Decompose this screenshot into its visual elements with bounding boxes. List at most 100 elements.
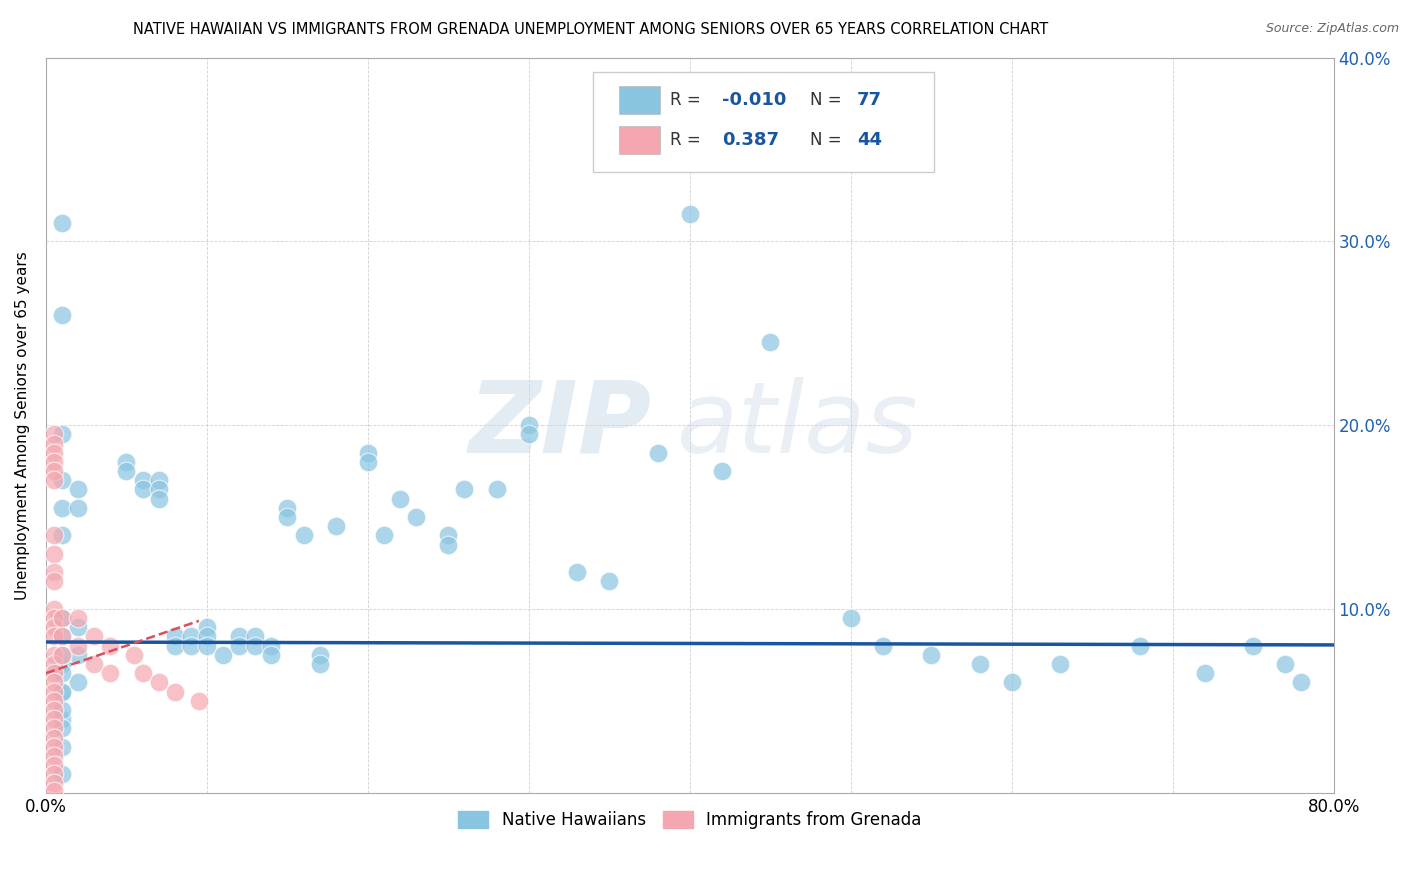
Point <box>51 722 73 736</box>
Point <box>260 639 283 653</box>
Text: ZIP: ZIP <box>468 376 651 474</box>
Point <box>357 446 380 460</box>
Point <box>42 758 65 772</box>
Point <box>42 675 65 690</box>
Point <box>647 446 669 460</box>
Point <box>1194 666 1216 681</box>
Point <box>292 528 315 542</box>
Point <box>42 528 65 542</box>
Point <box>42 722 65 736</box>
Text: 44: 44 <box>858 131 882 149</box>
Point <box>308 657 330 671</box>
Point <box>180 630 202 644</box>
Point <box>51 630 73 644</box>
Bar <box>619 87 661 114</box>
Point <box>389 491 412 506</box>
Point <box>276 510 298 524</box>
Point <box>325 519 347 533</box>
Point <box>51 684 73 698</box>
Point <box>42 731 65 745</box>
Point <box>245 630 267 644</box>
Point <box>67 500 90 515</box>
Point <box>1291 675 1313 690</box>
Point <box>373 528 395 542</box>
Point <box>51 611 73 625</box>
Point <box>51 216 73 230</box>
Point <box>131 473 153 487</box>
Point <box>148 675 170 690</box>
Point <box>51 473 73 487</box>
Point <box>124 648 146 662</box>
Point <box>42 455 65 469</box>
Point <box>42 446 65 460</box>
Text: 77: 77 <box>858 91 882 110</box>
Point <box>51 630 73 644</box>
Point <box>42 767 65 781</box>
Point <box>1241 639 1264 653</box>
Point <box>163 630 186 644</box>
Point <box>42 748 65 763</box>
Point <box>711 464 734 478</box>
Text: N =: N = <box>810 91 846 110</box>
Point <box>42 630 65 644</box>
Point <box>187 694 209 708</box>
Point <box>51 648 73 662</box>
Point <box>872 639 894 653</box>
Point <box>51 657 73 671</box>
Point <box>679 207 702 221</box>
Point <box>517 418 540 433</box>
Point <box>67 620 90 634</box>
Text: R =: R = <box>671 131 706 149</box>
Point <box>67 639 90 653</box>
Point <box>131 666 153 681</box>
Point <box>195 639 218 653</box>
Point <box>839 611 862 625</box>
Point <box>98 666 121 681</box>
Point <box>67 483 90 497</box>
Point <box>565 565 588 579</box>
Point <box>42 703 65 717</box>
Bar <box>619 126 661 154</box>
Point <box>42 611 65 625</box>
Text: R =: R = <box>671 91 706 110</box>
Point <box>260 648 283 662</box>
Point <box>357 455 380 469</box>
Y-axis label: Unemployment Among Seniors over 65 years: Unemployment Among Seniors over 65 years <box>15 251 30 599</box>
Point <box>42 648 65 662</box>
Point <box>308 648 330 662</box>
Point <box>51 611 73 625</box>
Point <box>228 639 250 653</box>
Point <box>276 500 298 515</box>
Point <box>163 684 186 698</box>
Point <box>51 767 73 781</box>
Point <box>163 639 186 653</box>
Point <box>42 547 65 561</box>
Point <box>51 666 73 681</box>
Point <box>51 712 73 726</box>
Point <box>42 684 65 698</box>
Point <box>517 427 540 442</box>
Point <box>51 308 73 322</box>
Point <box>42 694 65 708</box>
Point <box>42 712 65 726</box>
Point <box>67 648 90 662</box>
Text: atlas: atlas <box>676 376 918 474</box>
Point <box>759 335 782 350</box>
Point <box>51 528 73 542</box>
Point <box>405 510 427 524</box>
Point <box>920 648 942 662</box>
Point <box>212 648 235 662</box>
Point <box>1274 657 1296 671</box>
Point <box>42 784 65 798</box>
Text: NATIVE HAWAIIAN VS IMMIGRANTS FROM GRENADA UNEMPLOYMENT AMONG SENIORS OVER 65 YE: NATIVE HAWAIIAN VS IMMIGRANTS FROM GRENA… <box>134 22 1047 37</box>
Point <box>42 776 65 790</box>
Point <box>83 630 105 644</box>
FancyBboxPatch shape <box>593 72 935 171</box>
Point <box>115 455 138 469</box>
Point <box>131 483 153 497</box>
Point <box>51 684 73 698</box>
Point <box>195 620 218 634</box>
Point <box>969 657 991 671</box>
Point <box>148 483 170 497</box>
Point <box>42 657 65 671</box>
